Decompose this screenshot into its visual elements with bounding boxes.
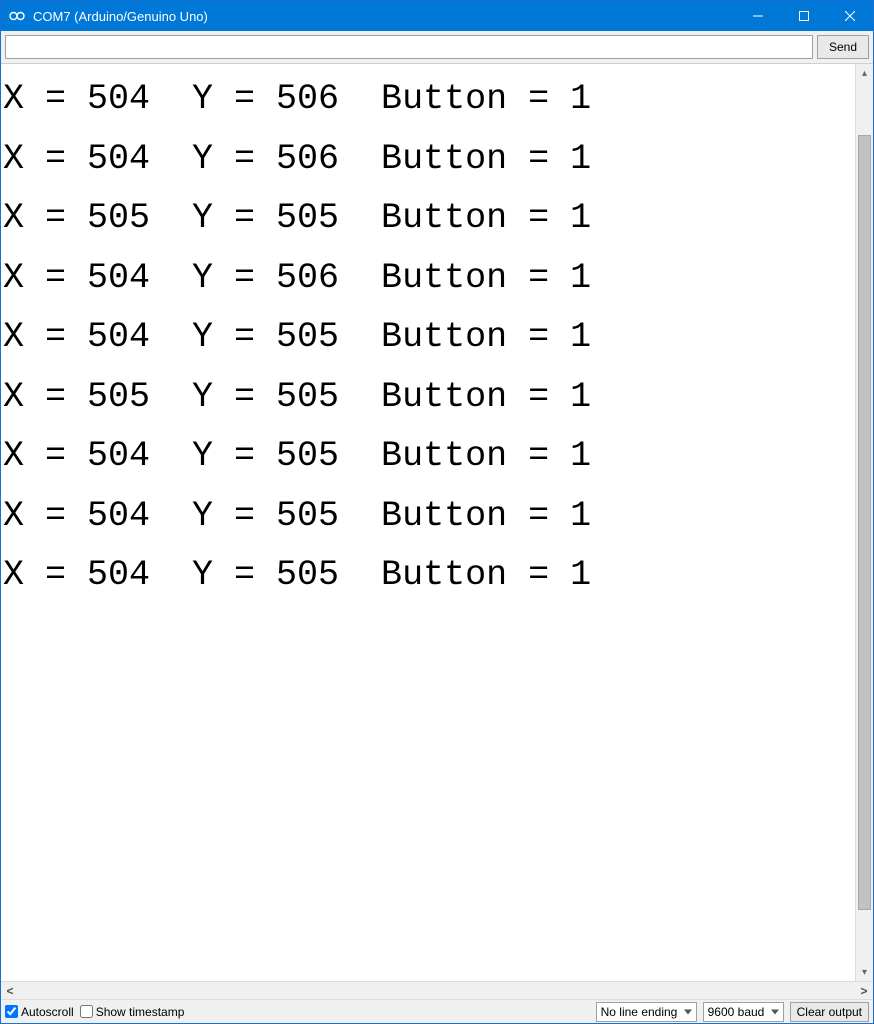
scroll-up-icon[interactable]: ▴: [856, 64, 873, 82]
close-button[interactable]: [827, 1, 873, 31]
line-ending-select[interactable]: No line ending: [596, 1002, 697, 1022]
serial-monitor-window: COM7 (Arduino/Genuino Uno) Send X = 504 …: [0, 0, 874, 1024]
minimize-button[interactable]: [735, 1, 781, 31]
arduino-app-icon: [9, 8, 25, 24]
scroll-left-icon[interactable]: <: [1, 982, 19, 999]
horizontal-scrollbar[interactable]: < >: [1, 981, 873, 999]
maximize-button[interactable]: [781, 1, 827, 31]
titlebar: COM7 (Arduino/Genuino Uno): [1, 1, 873, 31]
scroll-right-icon[interactable]: >: [855, 982, 873, 999]
hscroll-track[interactable]: [19, 982, 855, 999]
baud-select[interactable]: 9600 baud: [703, 1002, 784, 1022]
show-timestamp-input[interactable]: [80, 1005, 93, 1018]
vertical-scrollbar[interactable]: ▴ ▾: [855, 64, 873, 981]
serial-input[interactable]: [5, 35, 813, 59]
serial-output-text: X = 504 Y = 506 Button = 1 X = 504 Y = 5…: [1, 64, 855, 981]
output-area: X = 504 Y = 506 Button = 1 X = 504 Y = 5…: [1, 64, 873, 981]
autoscroll-checkbox[interactable]: Autoscroll: [5, 1005, 74, 1019]
send-row: Send: [1, 31, 873, 64]
send-button[interactable]: Send: [817, 35, 869, 59]
bottom-toolbar: Autoscroll Show timestamp No line ending…: [1, 999, 873, 1023]
autoscroll-label: Autoscroll: [21, 1005, 74, 1019]
autoscroll-input[interactable]: [5, 1005, 18, 1018]
vscroll-track[interactable]: [856, 82, 873, 963]
baud-select-wrap[interactable]: 9600 baud: [703, 1002, 784, 1022]
vscroll-thumb[interactable]: [858, 135, 871, 910]
show-timestamp-checkbox[interactable]: Show timestamp: [80, 1005, 185, 1019]
line-ending-select-wrap[interactable]: No line ending: [596, 1002, 697, 1022]
show-timestamp-label: Show timestamp: [96, 1005, 185, 1019]
clear-output-button[interactable]: Clear output: [790, 1002, 869, 1022]
scroll-down-icon[interactable]: ▾: [856, 963, 873, 981]
window-title: COM7 (Arduino/Genuino Uno): [33, 9, 208, 24]
